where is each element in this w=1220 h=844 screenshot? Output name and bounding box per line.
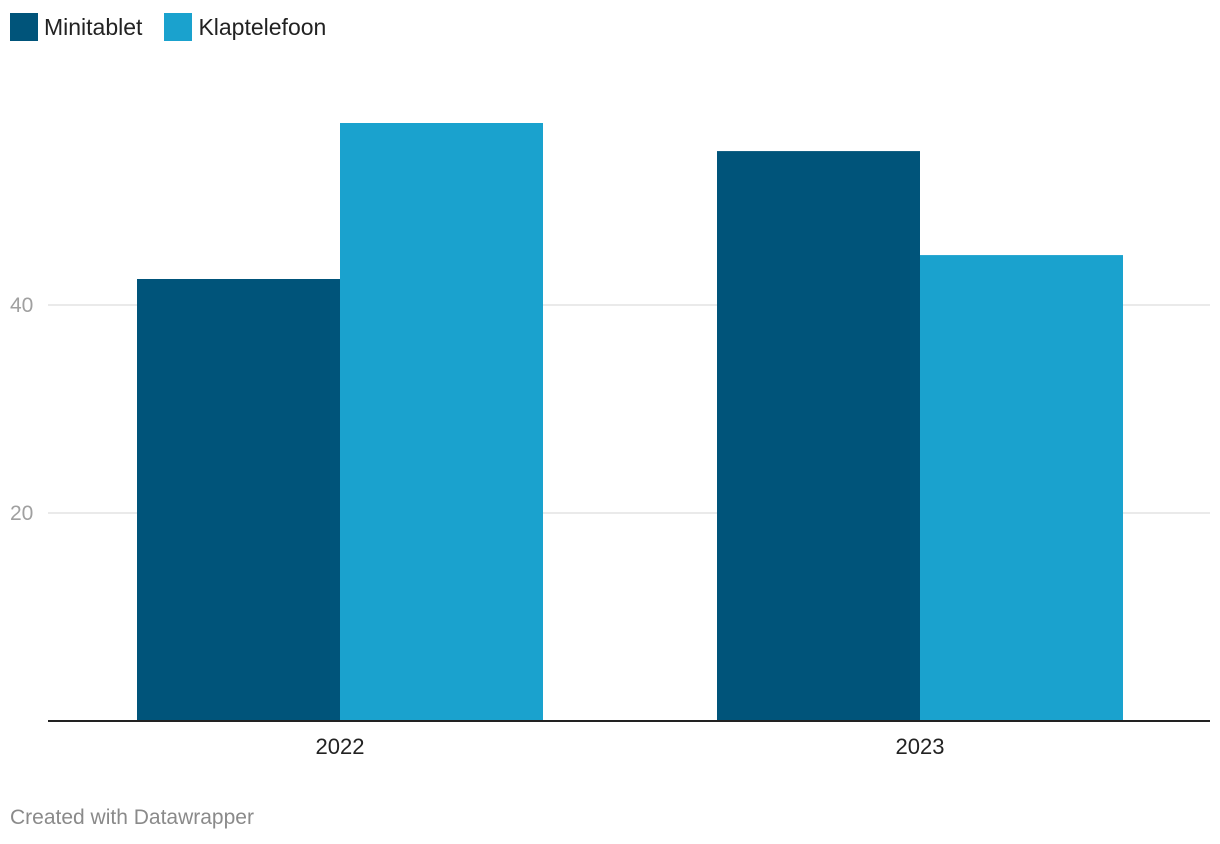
- x-category-label-2022: 2022: [316, 734, 365, 759]
- bar-klaptelefoon-2023: [920, 255, 1123, 721]
- y-tick-label-20: 20: [10, 502, 33, 525]
- legend-item-minitablet: Minitablet: [10, 13, 142, 41]
- legend-label-minitablet: Minitablet: [44, 13, 143, 40]
- legend-swatch-klaptelefoon: [164, 13, 193, 41]
- legend-swatch-minitablet: [10, 13, 38, 41]
- x-category-label-2023: 2023: [896, 734, 945, 759]
- legend-item-klaptelefoon: Klaptelefoon: [164, 13, 326, 41]
- credit-text: Created with Datawrapper: [10, 806, 254, 829]
- y-tick-label-40: 40: [10, 294, 33, 317]
- bar-minitablet-2022: [137, 279, 340, 721]
- legend-label-klaptelefoon: Klaptelefoon: [198, 13, 327, 40]
- bar-minitablet-2023: [717, 151, 920, 721]
- legend: Minitablet Klaptelefoon: [10, 12, 348, 42]
- bar-klaptelefoon-2022: [340, 123, 543, 721]
